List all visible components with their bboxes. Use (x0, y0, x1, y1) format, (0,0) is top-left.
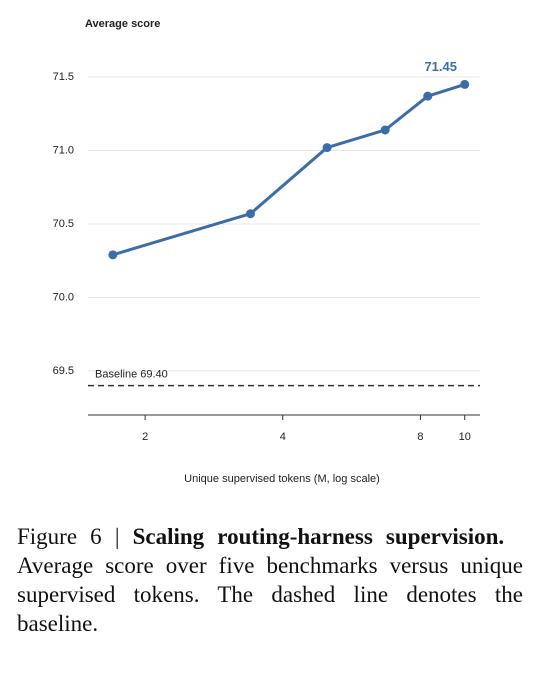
y-tick-label: 70.0 (53, 291, 74, 303)
y-tick-label: 69.5 (53, 365, 74, 377)
y-tick-label: 70.5 (53, 218, 74, 230)
data-label: 71.45 (424, 59, 457, 74)
point (108, 250, 118, 260)
point (423, 91, 433, 101)
caption-text: Average score over five benchmarks versu… (17, 553, 523, 636)
chart: Average score Unique supervised tokens (… (53, 18, 480, 485)
y-tick-label: 71.5 (53, 71, 74, 83)
x-tick-label: 2 (142, 431, 148, 443)
point (460, 79, 470, 89)
caption-title: Scaling routing-harness supervision. (132, 524, 505, 549)
point (380, 125, 390, 135)
y-tick-label: 71.0 (53, 144, 74, 156)
y-axis-title: Average score (85, 18, 160, 30)
line (112, 82, 466, 257)
x-axis-title: Unique supervised tokens (M, log scale) (184, 473, 380, 485)
x-tick-label: 8 (417, 431, 423, 443)
x-tick-label: 4 (280, 431, 286, 443)
point (322, 143, 332, 153)
caption: Figure 6 | Scaling routing-harness super… (17, 522, 523, 638)
point (245, 209, 255, 219)
caption-label: Figure 6 | (17, 524, 120, 549)
baseline-label: Baseline 69.40 (95, 369, 168, 381)
x-tick-label: 10 (459, 431, 471, 443)
